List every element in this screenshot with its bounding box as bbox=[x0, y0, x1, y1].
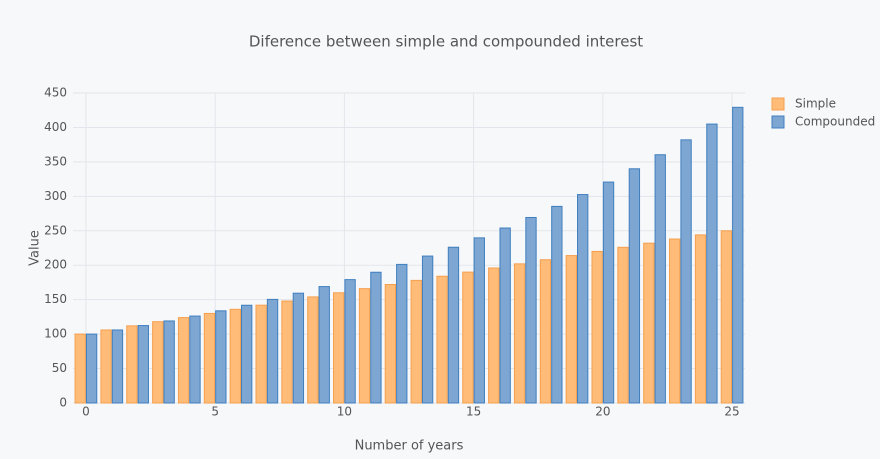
bar bbox=[525, 216, 537, 404]
bar bbox=[513, 263, 526, 404]
bar bbox=[266, 298, 279, 404]
x-tick-label: 20 bbox=[595, 405, 610, 419]
bar bbox=[229, 308, 241, 404]
y-tick-label: 400 bbox=[44, 120, 67, 134]
y-tick-label: 300 bbox=[44, 189, 67, 203]
bar bbox=[694, 234, 707, 404]
y-tick-label: 100 bbox=[44, 327, 67, 341]
bar bbox=[410, 279, 422, 404]
bar bbox=[654, 154, 666, 404]
bar bbox=[732, 106, 744, 404]
chart-title: Diference between simple and compounded … bbox=[249, 33, 643, 51]
bar bbox=[74, 333, 86, 404]
bar bbox=[370, 271, 382, 404]
bar bbox=[499, 227, 511, 404]
bar bbox=[163, 320, 175, 404]
bar bbox=[215, 310, 227, 404]
bar bbox=[111, 329, 124, 404]
x-tick-label: 25 bbox=[724, 405, 739, 419]
bar bbox=[680, 139, 692, 404]
x-tick-label: 15 bbox=[466, 405, 481, 419]
bar bbox=[152, 321, 164, 404]
bar bbox=[551, 205, 563, 404]
x-tick-label: 10 bbox=[337, 405, 352, 419]
y-tick-label: 200 bbox=[44, 258, 67, 272]
bar bbox=[488, 267, 500, 404]
bar bbox=[255, 304, 267, 404]
bar bbox=[241, 304, 253, 404]
bar bbox=[473, 237, 485, 404]
x-tick-label: 5 bbox=[211, 405, 219, 419]
bar bbox=[447, 246, 460, 404]
bar bbox=[100, 329, 112, 404]
bar bbox=[137, 325, 149, 404]
y-tick-label: 50 bbox=[52, 361, 67, 375]
y-axis-title: Value bbox=[28, 230, 43, 266]
y-tick-label: 0 bbox=[59, 396, 67, 410]
bar bbox=[344, 279, 356, 404]
legend-label: Compounded bbox=[795, 115, 875, 129]
bar bbox=[669, 238, 681, 404]
bar bbox=[333, 292, 345, 404]
bar bbox=[318, 286, 330, 404]
bar bbox=[281, 300, 293, 404]
bar bbox=[617, 246, 629, 404]
bar bbox=[292, 292, 305, 404]
bar bbox=[85, 333, 98, 404]
x-axis-title: Number of years bbox=[355, 439, 464, 454]
legend-label: Simple bbox=[795, 97, 836, 111]
bar bbox=[396, 263, 408, 404]
bar bbox=[189, 315, 201, 404]
bar bbox=[565, 255, 577, 404]
bar bbox=[436, 275, 448, 404]
bar bbox=[539, 259, 552, 404]
y-tick-label: 250 bbox=[44, 223, 67, 237]
bar bbox=[706, 123, 718, 404]
bar bbox=[602, 181, 615, 404]
bar bbox=[177, 317, 190, 404]
bar bbox=[591, 250, 603, 404]
bar bbox=[462, 271, 474, 404]
y-tick-label: 150 bbox=[44, 292, 67, 306]
bar bbox=[421, 255, 434, 404]
bar bbox=[628, 168, 641, 404]
bar bbox=[203, 312, 216, 404]
legend-swatch bbox=[771, 97, 785, 111]
y-tick-label: 350 bbox=[44, 154, 67, 168]
x-tick-label: 0 bbox=[82, 405, 90, 419]
bar bbox=[643, 242, 655, 404]
bar bbox=[126, 325, 138, 404]
bar bbox=[720, 230, 733, 404]
bar bbox=[577, 194, 589, 404]
bar bbox=[384, 284, 397, 404]
bar bbox=[307, 296, 319, 404]
bar bbox=[358, 288, 371, 404]
y-tick-label: 450 bbox=[44, 86, 67, 100]
legend-swatch bbox=[771, 115, 785, 129]
